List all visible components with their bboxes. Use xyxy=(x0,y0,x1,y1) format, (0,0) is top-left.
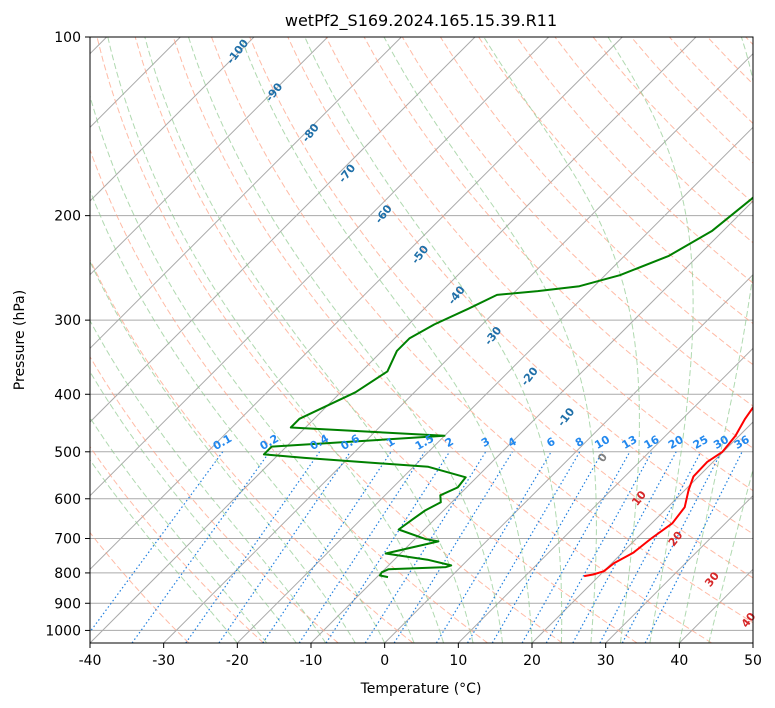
mixing-ratio-line xyxy=(572,451,677,643)
x-tick-label: -20 xyxy=(226,653,249,669)
moist-adiabat-line xyxy=(678,37,753,643)
y-tick-label: 500 xyxy=(54,445,81,461)
isotherm-line xyxy=(531,421,753,643)
series-layer xyxy=(262,196,753,579)
mixing-ratio-line xyxy=(491,451,603,643)
isotherm-line xyxy=(605,494,753,643)
isotherm-line xyxy=(384,273,753,643)
temperature-profile xyxy=(583,405,753,578)
moist-adiabat-line xyxy=(383,37,597,643)
y-tick-label: 100 xyxy=(54,30,81,46)
dry-adiabat-line xyxy=(96,37,563,643)
mixing-ratio-line xyxy=(218,451,351,643)
isotherm-line xyxy=(90,37,476,423)
mixing-ratio-line xyxy=(364,451,487,643)
y-axis: 100 200 300 400 500 600 700 800 900 1000 xyxy=(45,30,90,639)
plot-frame xyxy=(89,36,754,644)
x-tick-label: 50 xyxy=(744,653,762,669)
isotherm-line xyxy=(457,347,753,643)
mixing-ratio-line xyxy=(545,451,653,643)
y-tick-label: 400 xyxy=(54,387,81,403)
mixing-ratio-line xyxy=(521,451,631,643)
isotherm-line xyxy=(90,37,329,276)
dry-adiabat-line xyxy=(172,37,712,643)
chart-title: wetPf2_S169.2024.165.15.39.R11 xyxy=(285,11,557,31)
dry-adiabat-line xyxy=(90,258,414,643)
dry-adiabat-line xyxy=(439,37,753,366)
y-tick-label: 600 xyxy=(54,492,81,508)
mixing-ratio-line xyxy=(185,451,321,643)
moist-adiabat-line xyxy=(90,458,238,643)
mixing-ratio-line xyxy=(435,451,552,643)
moist-adiabat-line xyxy=(483,37,640,643)
isotherm-line xyxy=(236,126,753,643)
isotherm-line xyxy=(90,37,255,202)
dry-adiabat-line xyxy=(134,37,638,643)
moist-adiabat-line xyxy=(90,260,356,643)
y-tick-label: 300 xyxy=(54,313,81,329)
dry-adiabat-line xyxy=(211,37,753,624)
mixing-ratio-line xyxy=(393,451,513,643)
y-tick-label: 200 xyxy=(54,209,81,225)
dry-adiabat-line xyxy=(516,37,753,284)
x-tick-label: -40 xyxy=(79,653,102,669)
x-tick-label: 10 xyxy=(449,653,467,669)
isotherm-line xyxy=(90,37,550,497)
y-axis-label: Pressure (hPa) xyxy=(12,290,28,390)
moist-adiabat-line xyxy=(90,416,268,643)
x-tick-label: 30 xyxy=(597,653,615,669)
isotherm-line xyxy=(90,37,623,571)
moist-adiabat-line xyxy=(607,37,694,643)
dewpoint-profile xyxy=(262,196,753,579)
moist-adiabat-line xyxy=(90,189,386,643)
moist-adiabat-line xyxy=(240,37,533,643)
mixing-ratio-line xyxy=(466,451,581,643)
y-tick-label: 900 xyxy=(54,596,81,612)
x-tick-label: 0 xyxy=(380,653,389,669)
moist-adiabat-line xyxy=(144,37,474,643)
mixing-ratio-line xyxy=(131,451,271,643)
mixing-ratio-line xyxy=(599,451,702,643)
x-axis-label: Temperature (°C) xyxy=(360,681,482,697)
dry-adiabat-line xyxy=(90,445,264,643)
dry-adiabat-line xyxy=(90,148,488,643)
dry-adiabat-line xyxy=(249,37,753,579)
x-axis: -40 -30 -20 -10 0 10 20 30 40 50 xyxy=(79,643,762,669)
x-tick-label: 20 xyxy=(523,653,541,669)
isotherm-line xyxy=(90,37,402,350)
moist-adiabat-line xyxy=(304,37,563,643)
dry-adiabat-line xyxy=(90,531,190,643)
y-tick-label: 700 xyxy=(54,532,81,548)
x-tick-label: -10 xyxy=(300,653,323,669)
dry-adiabat-line xyxy=(401,37,753,407)
x-tick-label: -30 xyxy=(152,653,175,669)
x-tick-label: 40 xyxy=(670,653,688,669)
isotherm-line xyxy=(163,52,753,643)
y-tick-label: 800 xyxy=(54,566,81,582)
moist-adiabat-line xyxy=(90,94,415,643)
moist-adiabat-line xyxy=(90,370,297,643)
moist-adiabat-line xyxy=(107,37,445,643)
dry-adiabat-line xyxy=(90,355,339,643)
y-tick-label: 1000 xyxy=(45,623,81,639)
background-lines xyxy=(90,37,753,643)
dry-adiabat-line xyxy=(287,37,753,535)
isotherm-line xyxy=(90,37,697,643)
